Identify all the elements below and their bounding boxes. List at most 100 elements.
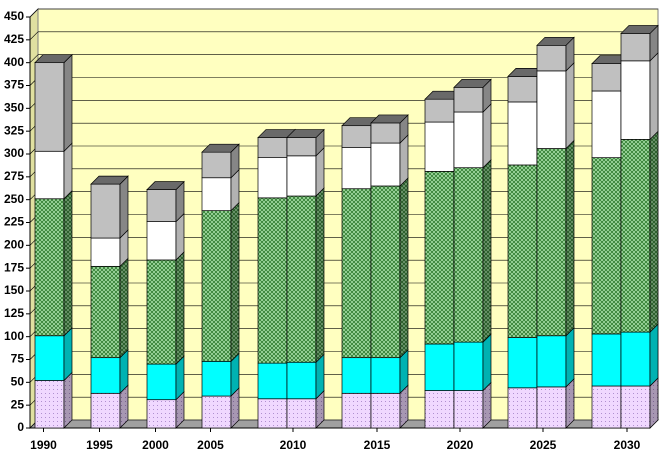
bar-top-shade <box>287 129 324 138</box>
bar-segment <box>201 210 232 362</box>
y-tick-label: 350 <box>4 101 24 115</box>
bar-segment <box>507 101 538 166</box>
y-tick-label: 50 <box>11 375 25 389</box>
grid-line-side <box>29 8 39 18</box>
bar-segment <box>620 60 651 140</box>
bar-segment <box>424 171 455 345</box>
bar-segment <box>453 111 484 169</box>
bar-segment <box>424 121 455 172</box>
bar-top <box>453 78 492 88</box>
bar-segment <box>453 390 484 429</box>
y-tick-label: 0 <box>17 420 24 434</box>
bar-side-shade <box>176 391 184 428</box>
bar-segment <box>34 150 65 200</box>
y-tick-label: 425 <box>4 32 24 46</box>
bar-top <box>34 54 73 64</box>
y-tick-label: 100 <box>4 329 24 343</box>
bar-side-shade <box>176 213 184 260</box>
bar-side-shade <box>650 377 658 428</box>
bar-segment <box>536 70 567 149</box>
bar-segment <box>286 361 317 400</box>
bar-segment <box>90 392 121 429</box>
y-tick-label: 125 <box>4 306 24 320</box>
bar-segment <box>370 185 401 359</box>
grid-line-side <box>29 31 39 41</box>
bar-side-shade <box>483 334 491 391</box>
y-tick-label: 325 <box>4 123 24 137</box>
bar-segment <box>424 98 455 123</box>
bar-segment <box>146 399 177 429</box>
bar-side-shade <box>566 327 574 387</box>
bar-side-shade <box>650 324 658 386</box>
bar-top-shade <box>454 79 491 88</box>
bar-side-shade <box>316 188 324 363</box>
bar-top-shade <box>621 25 658 34</box>
bar-segment <box>341 188 372 359</box>
bar-segment <box>536 386 567 429</box>
bar-segment <box>341 147 372 190</box>
bar-top <box>286 129 325 138</box>
bar-side-shade <box>566 62 574 149</box>
bar-segment <box>424 343 455 391</box>
bar-side-shade <box>231 353 239 397</box>
x-tick-label: 2005 <box>197 438 224 452</box>
bar-side-shade <box>176 356 184 400</box>
bar-segment <box>453 341 484 391</box>
bar-side-shade <box>176 251 184 365</box>
bar-segment <box>257 137 288 159</box>
bar-top <box>90 175 129 185</box>
bar-segment <box>370 142 401 187</box>
bar-top <box>620 25 659 34</box>
bar-top-shade <box>425 91 462 100</box>
y-tick-label: 450 <box>4 9 24 23</box>
bar-side-shade <box>483 103 491 168</box>
bar-side-shade <box>316 129 324 156</box>
bar-top-shade <box>371 114 408 123</box>
bar-segment <box>90 237 121 267</box>
bar-side-shade <box>566 37 574 71</box>
bar-side-shade <box>316 390 324 428</box>
x-tick-label: 2000 <box>142 438 169 452</box>
bar-side-shade <box>400 349 408 394</box>
bar-top-shade <box>35 54 72 63</box>
bar-top <box>146 181 185 190</box>
bar-segment <box>620 139 651 333</box>
bar-segment <box>370 392 401 429</box>
bar-segment <box>286 155 317 197</box>
bar-top-shade <box>342 117 379 126</box>
bar-side-shade <box>400 177 408 358</box>
bar-segment <box>591 90 622 159</box>
bar-segment <box>591 385 622 429</box>
bar-segment <box>257 157 288 199</box>
bar-segment <box>507 387 538 429</box>
x-tick-label: 2015 <box>364 438 391 452</box>
x-tick-label: 2025 <box>530 438 557 452</box>
bar-segment <box>201 151 232 179</box>
bar-segment <box>146 363 177 401</box>
bar-top-shade <box>537 37 574 46</box>
bar-top-shade <box>202 144 239 153</box>
bar-segment <box>257 197 288 364</box>
bar-side-shade <box>566 140 574 336</box>
y-tick-label: 75 <box>11 352 25 366</box>
bar-top <box>536 36 575 46</box>
bar-side-shade <box>400 114 408 144</box>
bar-segment <box>507 164 538 338</box>
bar-side-shade <box>120 258 128 358</box>
bar-top-shade <box>592 55 629 64</box>
bar-segment <box>453 167 484 343</box>
bar-side-shade <box>483 159 491 343</box>
bar-side-shade <box>120 230 128 267</box>
bar-top <box>370 114 409 124</box>
bar-segment <box>90 265 121 359</box>
y-tick-label: 175 <box>4 260 24 274</box>
y-tick-label: 400 <box>4 55 24 69</box>
bar-segment <box>591 63 622 92</box>
bar-top-shade <box>258 129 295 138</box>
bar-top-shade <box>147 181 184 190</box>
bar-side-shade <box>650 52 658 140</box>
bar-segment <box>591 333 622 387</box>
bar-segment <box>201 395 232 429</box>
bar-segment <box>257 362 288 400</box>
